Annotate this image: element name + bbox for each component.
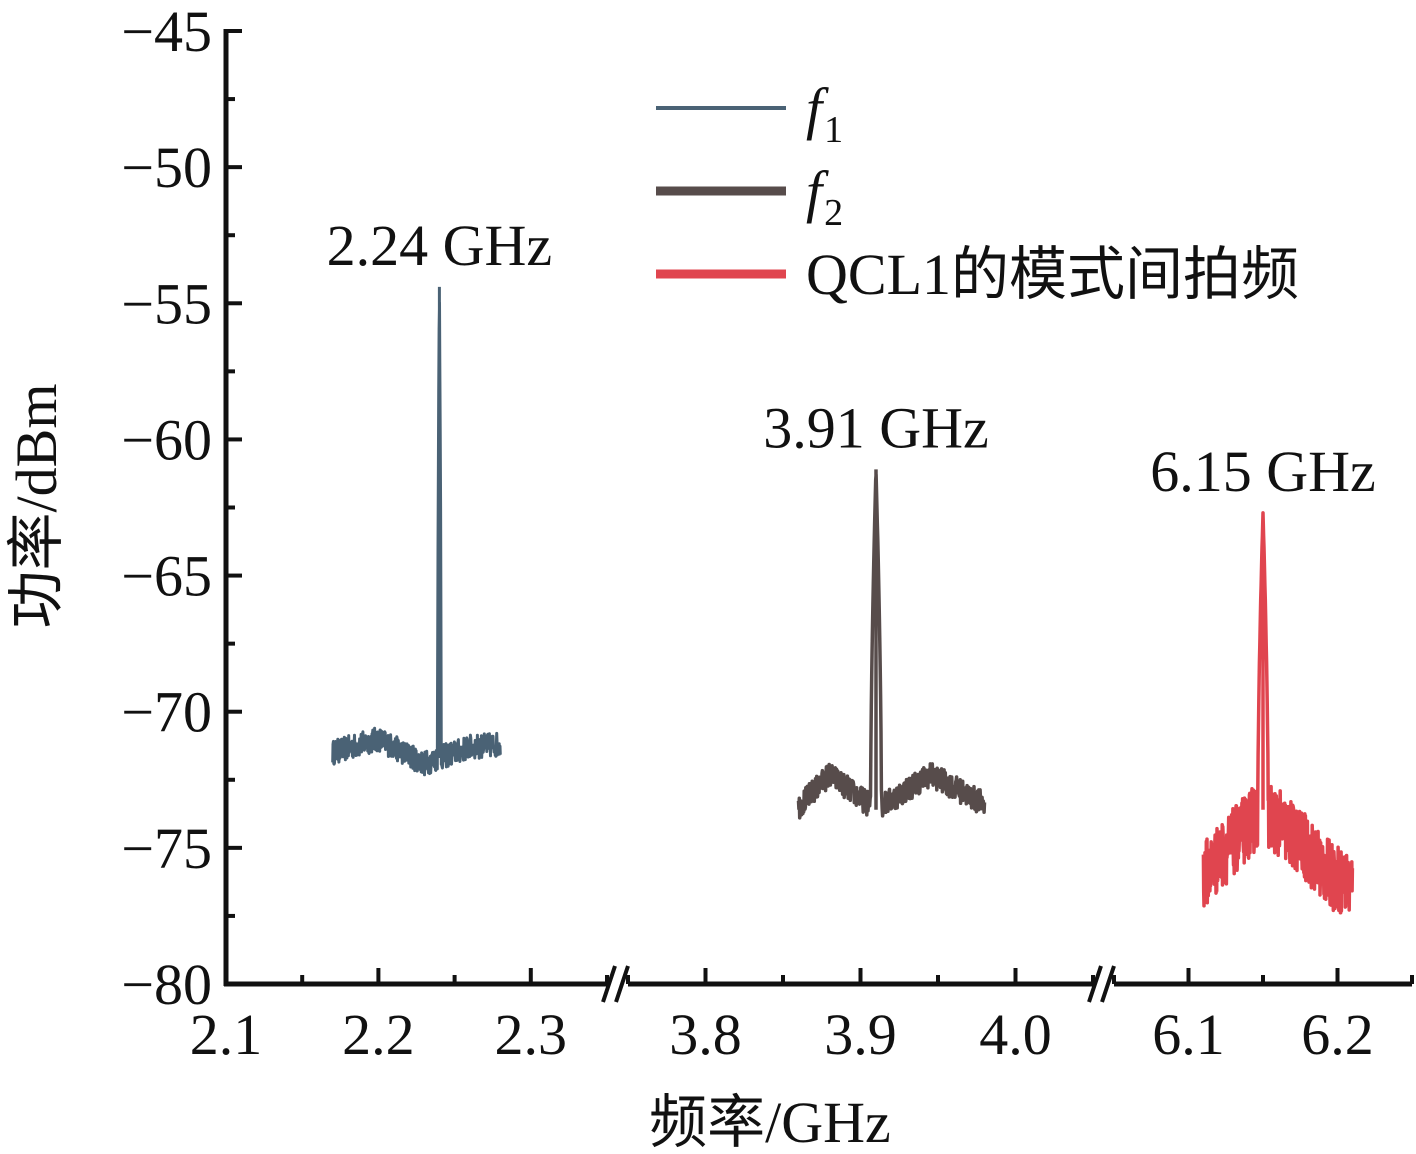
axis-break-slash bbox=[1100, 965, 1116, 1003]
series-line-2 bbox=[796, 469, 987, 820]
x-tick-label: 2.2 bbox=[342, 1002, 415, 1067]
y-tick-label: −75 bbox=[121, 816, 212, 881]
legend-label-1: f1 bbox=[806, 76, 843, 151]
y-tick-label: −70 bbox=[121, 680, 212, 745]
peak-label-3: 6.15 GHz bbox=[1150, 439, 1376, 504]
x-axis-title: 频率/GHz bbox=[649, 1090, 891, 1154]
plot-area: 2.24 GHz 3.91 GHz 6.15 GHz bbox=[327, 213, 1376, 915]
y-tick-label: −55 bbox=[121, 271, 212, 336]
legend-label-3: QCL1的模式间拍频 bbox=[806, 242, 1299, 307]
x-tick-label: 3.8 bbox=[669, 1002, 742, 1067]
y-tick-label: −60 bbox=[121, 407, 212, 472]
series-line-1 bbox=[331, 286, 502, 777]
axes: −45 −50 −55 −60 −65 −70 −75 −802.1 2.2 2.3 3.8 3.9 4… bbox=[121, 0, 1414, 1067]
legend-label-subscript: 1 bbox=[824, 109, 843, 151]
x-tick-label: 2.3 bbox=[495, 1002, 568, 1067]
x-tick-label: 2.1 bbox=[190, 1002, 263, 1067]
legend: f1 f2 QCL1的模式间拍频 bbox=[656, 76, 1299, 307]
y-tick-label: −50 bbox=[121, 135, 212, 200]
peak-label-2: 3.91 GHz bbox=[763, 395, 989, 460]
x-tick-label: 3.9 bbox=[824, 1002, 897, 1067]
axis-break-slash bbox=[614, 965, 630, 1003]
series-line-3 bbox=[1201, 511, 1355, 915]
x-tick-label: 6.2 bbox=[1301, 1002, 1374, 1067]
y-tick-label: −65 bbox=[121, 544, 212, 609]
peak-label-1: 2.24 GHz bbox=[327, 213, 553, 278]
y-tick-label: −45 bbox=[121, 0, 212, 64]
y-tick-label: −80 bbox=[121, 952, 212, 1017]
y-axis-title: 功率/dBm bbox=[4, 384, 69, 629]
x-tick-label: 6.1 bbox=[1152, 1002, 1225, 1067]
legend-label-main: QCL1的模式间拍频 bbox=[806, 242, 1299, 307]
legend-label-2: f2 bbox=[806, 159, 843, 234]
legend-label-subscript: 2 bbox=[824, 192, 843, 234]
x-tick-label: 4.0 bbox=[979, 1002, 1052, 1067]
